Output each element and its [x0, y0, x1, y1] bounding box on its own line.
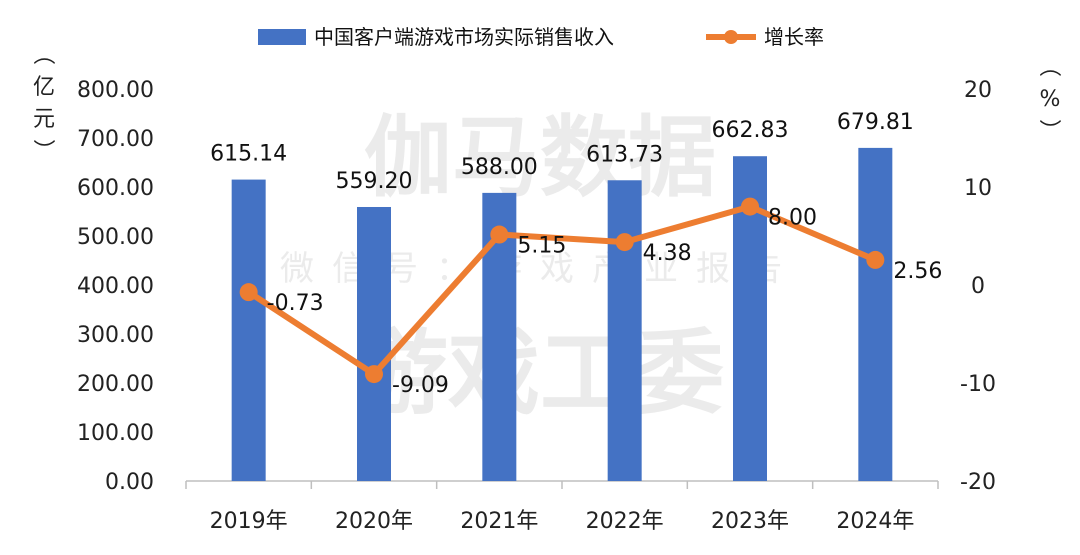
y-right-tick-label: -10: [960, 372, 996, 397]
line-value-label: 8.00: [768, 206, 817, 231]
unit-char: %: [1040, 87, 1061, 112]
line-point: [615, 233, 634, 252]
y-left-tick-label: 600.00: [77, 176, 154, 201]
y-left-tick-label: 500.00: [77, 225, 154, 250]
legend-bar-label: 中国客户端游戏市场实际销售收入: [314, 25, 614, 49]
y-left-tick-label: 400.00: [77, 274, 154, 299]
bar: [607, 180, 642, 482]
bar-value-label: 588.00: [461, 155, 538, 180]
x-tick-label: 2021年: [460, 509, 538, 534]
y-right-tick-label: 0: [971, 274, 985, 299]
legend: 中国客户端游戏市场实际销售收入 增长率: [258, 25, 824, 49]
unit-char: （: [30, 43, 55, 65]
data-labels: 615.14 559.20 588.00 613.73 662.83 679.81 -0.7…: [210, 110, 942, 398]
axes: 0.00 100.00 200.00 300.00 400.00 500.00 600.00…: [77, 78, 996, 534]
watermark: 伽马数据 微信号：游戏产业报告 游戏工委: [280, 106, 782, 427]
y-right-tick-label: -20: [960, 470, 996, 495]
bar: [858, 147, 893, 481]
y-right-unit: （% ）: [1036, 55, 1061, 141]
legend-line-label: 增长率: [764, 25, 824, 49]
bar-value-label: 615.14: [210, 142, 287, 167]
y-left-tick-label: 700.00: [77, 127, 154, 152]
bar-value-label: 662.83: [712, 118, 789, 143]
line-value-label: -0.73: [267, 291, 324, 316]
line-point: [490, 225, 509, 244]
x-tick-label: 2024年: [836, 509, 914, 534]
line-point: [866, 250, 885, 269]
unit-char: 亿: [33, 75, 55, 100]
bar-value-label: 559.20: [336, 169, 413, 194]
unit-char: 元: [33, 107, 55, 132]
unit-char: ）: [1036, 119, 1061, 141]
y-left-tick-label: 300.00: [77, 323, 154, 348]
watermark-line3: 游戏工委: [356, 320, 724, 427]
line-point: [741, 197, 759, 216]
x-tick-label: 2022年: [586, 509, 664, 534]
x-tick-label: 2023年: [711, 509, 789, 534]
line-value-label: 2.56: [893, 259, 942, 284]
bar: [231, 179, 266, 481]
line-value-label: 4.38: [643, 241, 692, 266]
x-tick-label: 2019年: [210, 509, 288, 534]
unit-char: （: [1036, 55, 1061, 77]
bar-value-label: 679.81: [837, 110, 914, 135]
legend-line-marker: [724, 30, 738, 44]
y-left-unit: （ 亿元 ）: [30, 43, 55, 161]
y-left-tick-label: 100.00: [77, 421, 154, 446]
y-right-tick-label: 10: [964, 176, 992, 201]
watermark-line1: 伽马数据: [364, 106, 716, 209]
y-left-tick-label: 800.00: [77, 78, 154, 103]
line-point: [365, 365, 383, 384]
y-left-tick-label: 0.00: [105, 470, 154, 495]
line-value-label: 5.15: [517, 234, 566, 259]
legend-bar-swatch: [258, 29, 306, 45]
x-tick-label: 2020年: [335, 509, 413, 534]
line-series: [239, 197, 885, 384]
bar: [357, 206, 391, 481]
bar-value-label: 613.73: [586, 142, 663, 167]
line-point: [239, 283, 258, 302]
unit-char: ）: [30, 139, 55, 161]
y-right-tick-label: 20: [964, 78, 992, 103]
y-left-tick-label: 200.00: [77, 372, 154, 397]
growth-line: [245, 203, 879, 378]
line-value-label: -9.09: [392, 373, 449, 398]
